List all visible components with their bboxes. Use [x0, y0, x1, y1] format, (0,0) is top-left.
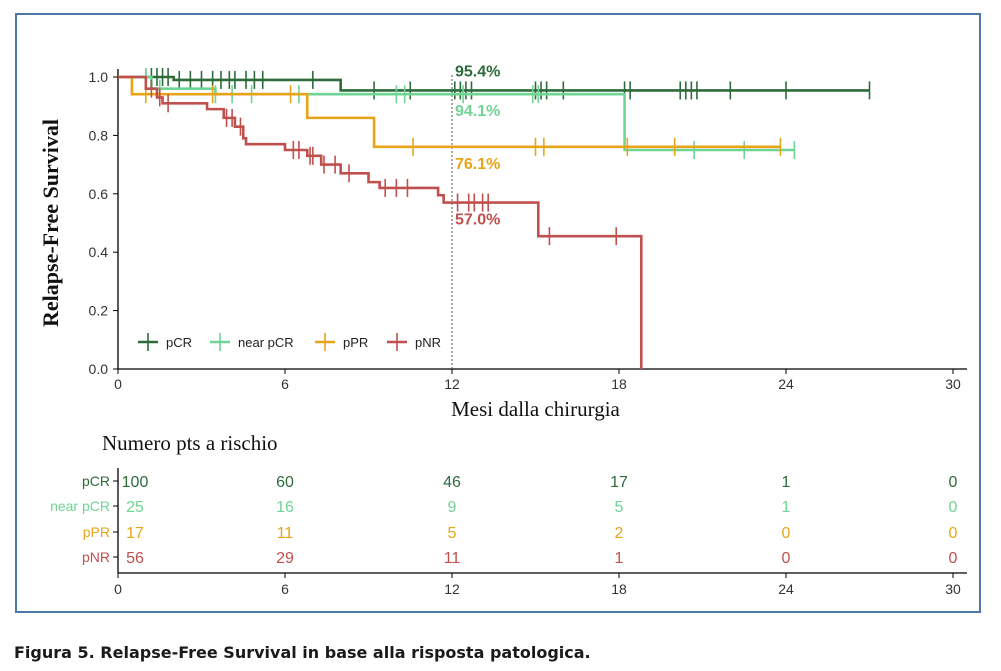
- risk-value-ppr: 11: [277, 525, 294, 542]
- risk-value-ppr: 0: [949, 525, 958, 542]
- annotation-pcr: 95.4%: [455, 63, 500, 80]
- x-tick-label: 18: [611, 376, 627, 392]
- risk-value-pcr: 60: [276, 474, 294, 491]
- risk-value-ppr: 0: [782, 525, 791, 542]
- y-tick-label: 0.4: [89, 244, 109, 260]
- risk-value-near-pcr: 1: [782, 499, 791, 516]
- risk-value-pnr: 11: [444, 550, 461, 567]
- series-line-ppr: [118, 75, 781, 149]
- y-tick-label: 0.8: [89, 127, 109, 143]
- risk-value-pnr: 56: [126, 550, 144, 567]
- x-tick-label: 24: [778, 376, 794, 392]
- risk-x-tick-label: 24: [778, 581, 794, 597]
- risk-value-pcr: 1: [782, 474, 791, 491]
- x-tick-label: 30: [945, 376, 961, 392]
- x-tick-label: 12: [444, 376, 460, 392]
- figure-caption: Figura 5. Relapse-Free Survival in base …: [14, 643, 591, 662]
- risk-x-tick-label: 18: [611, 581, 627, 597]
- risk-x-tick-label: 6: [281, 581, 289, 597]
- legend-label-ppr: pPR: [343, 335, 368, 350]
- y-tick-label: 0.0: [89, 361, 109, 377]
- y-tick-label: 0.6: [89, 186, 109, 202]
- risk-row-label-near-pcr: near pCR: [50, 498, 110, 514]
- y-tick-label: 1.0: [89, 69, 109, 85]
- annotation-ppr: 76.1%: [455, 156, 500, 173]
- series-line-pnr: [118, 75, 643, 369]
- figure-frame: [15, 13, 981, 613]
- x-axis-title: Mesi dalla chirurgia: [451, 397, 620, 421]
- risk-value-pnr: 0: [782, 550, 791, 567]
- risk-x-tick-label: 12: [444, 581, 460, 597]
- risk-value-near-pcr: 16: [276, 499, 294, 516]
- risk-x-tick-label: 30: [945, 581, 961, 597]
- risk-value-pcr: 0: [949, 474, 958, 491]
- y-tick-label: 0.2: [89, 303, 109, 319]
- risk-value-ppr: 5: [448, 525, 457, 542]
- legend-label-pcr: pCR: [166, 335, 192, 350]
- x-tick-label: 0: [114, 376, 122, 392]
- risk-value-near-pcr: 9: [448, 499, 457, 516]
- legend-label-near-pcr: near pCR: [238, 335, 294, 350]
- series-line-pcr: [118, 75, 870, 92]
- risk-value-ppr: 2: [615, 525, 624, 542]
- risk-value-pcr: 100: [122, 474, 149, 491]
- risk-row-label-ppr: pPR: [83, 524, 110, 540]
- annotation-near-pcr: 94.1%: [455, 103, 500, 120]
- risk-value-ppr: 17: [126, 525, 144, 542]
- risk-value-pnr: 0: [949, 550, 958, 567]
- risk-value-pnr: 1: [615, 550, 624, 567]
- risk-row-label-pnr: pNR: [82, 549, 110, 565]
- risk-row-label-pcr: pCR: [82, 473, 110, 489]
- risk-value-pcr: 46: [443, 474, 461, 491]
- risk-table-title: Numero pts a rischio: [102, 431, 278, 455]
- risk-value-near-pcr: 25: [126, 499, 144, 516]
- risk-value-near-pcr: 0: [949, 499, 958, 516]
- risk-value-pcr: 17: [610, 474, 628, 491]
- risk-x-tick-label: 0: [114, 581, 122, 597]
- risk-value-pnr: 29: [276, 550, 294, 567]
- legend-label-pnr: pNR: [415, 335, 441, 350]
- annotation-pnr: 57.0%: [455, 212, 500, 229]
- risk-value-near-pcr: 5: [615, 499, 624, 516]
- x-tick-label: 6: [281, 376, 289, 392]
- y-axis-title: Relapse-Free Survival: [38, 119, 63, 327]
